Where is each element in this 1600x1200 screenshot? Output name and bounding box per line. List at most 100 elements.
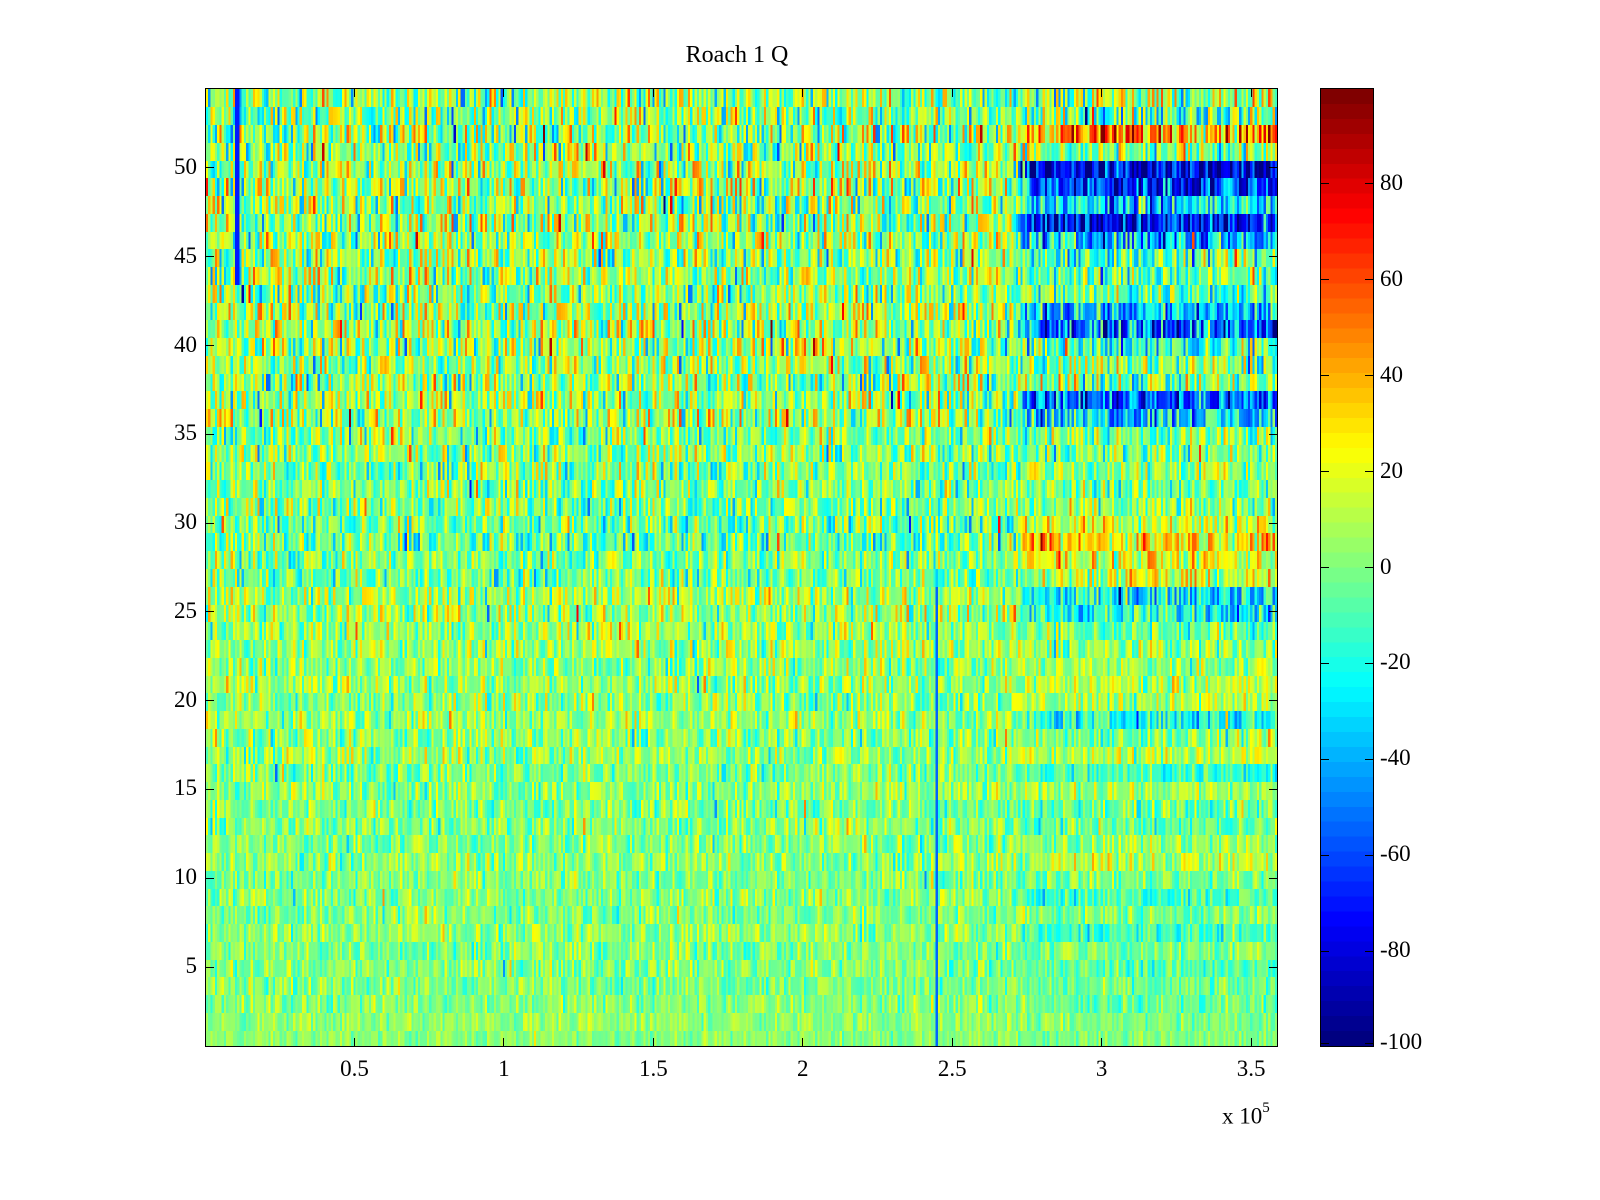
- heatmap-row-cells: [206, 319, 1277, 339]
- heatmap-row-cells: [206, 763, 1277, 783]
- x-tick-mark: [1101, 1038, 1103, 1047]
- colorbar-tick-label: -40: [1380, 745, 1411, 771]
- heatmap-row-cells: [206, 976, 1277, 996]
- heatmap-row-cells: [206, 746, 1277, 765]
- y-tick-mark: [205, 877, 214, 879]
- y-tick-mark: [205, 256, 214, 258]
- y-tick-mark: [1269, 788, 1278, 790]
- y-tick-label: 40: [174, 331, 197, 357]
- y-tick-label: 50: [174, 153, 197, 179]
- y-tick-mark: [205, 345, 214, 346]
- heatmap-row: [206, 586, 1277, 605]
- heatmap-row-cells: [206, 532, 1277, 552]
- heatmap-row: [206, 994, 1277, 1013]
- y-tick-label: 25: [174, 597, 197, 623]
- heatmap-row-cells: [206, 817, 1277, 836]
- y-tick-mark: [1269, 700, 1278, 702]
- heatmap-row: [206, 675, 1277, 694]
- heatmap-row: [206, 106, 1277, 125]
- heatmap-row-cells: [206, 284, 1277, 303]
- heatmap-row: [206, 976, 1277, 996]
- heatmap-row: [206, 515, 1277, 534]
- heatmap-row: [206, 1030, 1277, 1046]
- heatmap-row-cells: [206, 426, 1277, 445]
- y-tick-mark: [1269, 522, 1278, 524]
- colorbar-tick-label: -60: [1380, 841, 1411, 867]
- heatmap-row: [206, 817, 1277, 836]
- heatmap-row: [206, 852, 1277, 871]
- heatmap-row: [206, 284, 1277, 303]
- x-tick-mark: [353, 88, 355, 97]
- heatmap-row-cells: [206, 337, 1277, 356]
- x-tick-mark: [951, 1038, 953, 1047]
- heatmap-row-cells: [206, 195, 1277, 214]
- heatmap-row-cells: [206, 799, 1277, 818]
- heatmap-row-cells: [206, 710, 1277, 729]
- heatmap-row: [206, 408, 1277, 427]
- heatmap-row-cells: [206, 390, 1277, 410]
- colorbar-tick-label: 80: [1380, 169, 1403, 195]
- heatmap-row-cells: [206, 550, 1277, 569]
- colorbar-tick-mark: [1320, 758, 1329, 760]
- x-tick-mark: [1250, 1038, 1252, 1047]
- x-tick-mark: [652, 1038, 654, 1047]
- heatmap-row: [206, 142, 1277, 161]
- heatmap-row: [206, 834, 1277, 854]
- heatmap-row: [206, 639, 1277, 658]
- colorbar-tick-mark: [1365, 854, 1374, 856]
- heatmap-row: [206, 319, 1277, 339]
- heatmap-row-cells: [206, 781, 1277, 800]
- heatmap-row-cells: [206, 621, 1277, 641]
- heatmap-row: [206, 692, 1277, 712]
- y-tick-mark: [1269, 167, 1278, 169]
- y-tick-label: 45: [174, 242, 197, 268]
- colorbar-tick-label: -20: [1380, 649, 1411, 675]
- y-tick-mark: [205, 167, 214, 169]
- heatmap-row: [206, 124, 1277, 143]
- x-tick-label: 1: [498, 1056, 510, 1081]
- colorbar-tick-label: 60: [1380, 265, 1403, 291]
- heatmap-row-cells: [206, 941, 1277, 960]
- heatmap-row-cells: [206, 89, 1277, 108]
- heatmap-plot-area: [205, 88, 1278, 1047]
- heatmap-row: [206, 781, 1277, 800]
- heatmap-row: [206, 390, 1277, 410]
- heatmap-row: [206, 870, 1277, 889]
- x-tick-mark: [951, 88, 953, 97]
- heatmap-row-cells: [206, 373, 1277, 392]
- y-tick-label: 20: [174, 686, 197, 712]
- heatmap-row: [206, 923, 1277, 942]
- y-tick-label: 5: [185, 953, 198, 979]
- colorbar-tick-label: 0: [1380, 553, 1392, 579]
- heatmap-row-cells: [206, 728, 1277, 747]
- colorbar-tick-mark: [1320, 279, 1329, 281]
- colorbar-tick-mark: [1365, 375, 1374, 377]
- colorbar-tick-mark: [1365, 758, 1374, 760]
- heatmap-row: [206, 710, 1277, 729]
- heatmap-row-cells: [206, 444, 1277, 463]
- heatmap-row-cells: [206, 408, 1277, 427]
- x-tick-mark: [1250, 88, 1252, 97]
- heatmap-row: [206, 763, 1277, 783]
- heatmap-row-cells: [206, 231, 1277, 250]
- heatmap-row: [206, 497, 1277, 516]
- heatmap-row-cells: [206, 248, 1277, 268]
- heatmap-row-cells: [206, 177, 1277, 197]
- heatmap-row: [206, 426, 1277, 445]
- heatmap-row-cells: [206, 568, 1277, 587]
- colorbar-tick-label: 40: [1380, 361, 1403, 387]
- heatmap-row-cells: [206, 657, 1277, 676]
- x-tick-label: 3: [1095, 1056, 1108, 1081]
- x-tick-mark: [802, 1038, 804, 1047]
- heatmap-row-cells: [206, 497, 1277, 516]
- heatmap-row-cells: [206, 124, 1277, 143]
- y-tick-mark: [205, 611, 214, 613]
- x-tick-mark: [652, 88, 654, 97]
- heatmap-row-cells: [206, 1030, 1277, 1046]
- y-tick-mark: [205, 788, 214, 790]
- heatmap-row: [206, 941, 1277, 960]
- heatmap-row: [206, 657, 1277, 676]
- heatmap-row: [206, 177, 1277, 197]
- colorbar-tick-mark: [1365, 950, 1374, 952]
- heatmap-row: [206, 302, 1277, 321]
